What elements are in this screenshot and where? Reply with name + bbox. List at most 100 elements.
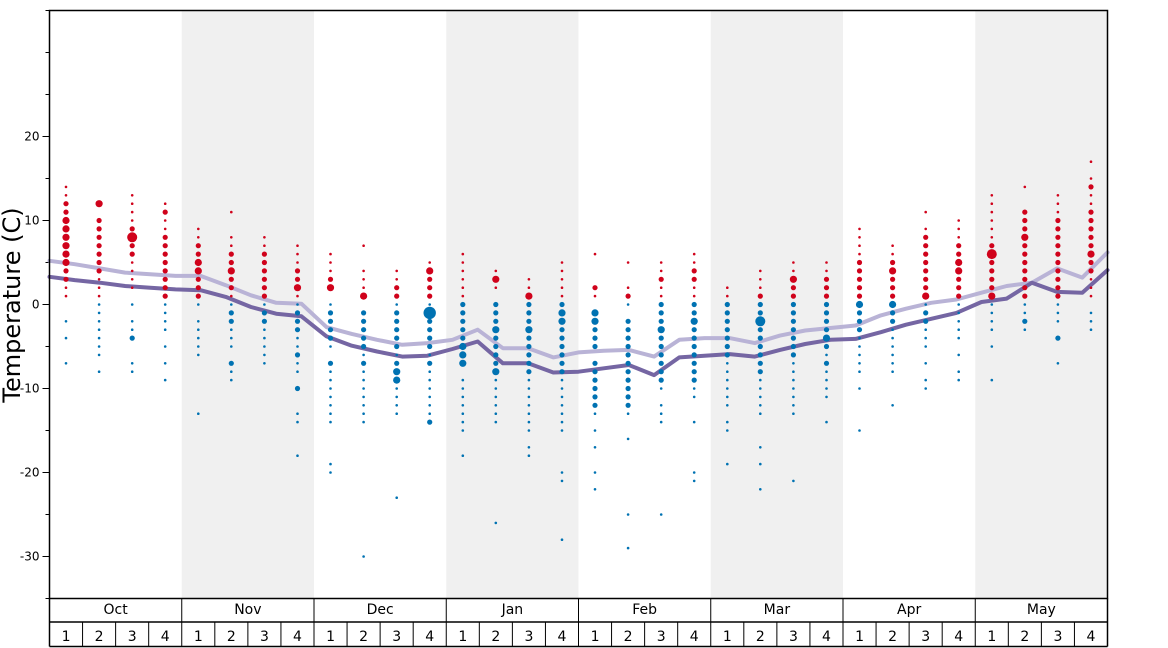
cold-dot (327, 360, 334, 366)
cold-dot (625, 335, 631, 341)
cold-dot (263, 345, 266, 348)
month-label: Oct (104, 602, 129, 618)
cold-dot (527, 412, 531, 416)
week-label: 1 (326, 629, 335, 645)
cold-dot (593, 412, 597, 416)
warm-dot (162, 251, 168, 257)
cold-dot (691, 327, 697, 333)
week-label: 2 (227, 629, 236, 645)
cold-dot (858, 353, 861, 357)
cold-dot (726, 370, 729, 374)
cold-dot (230, 328, 233, 332)
cold-dot (659, 404, 663, 407)
cold-dot (759, 378, 762, 382)
cold-dot (891, 370, 894, 374)
warm-dot (560, 278, 564, 281)
warm-dot (228, 285, 234, 291)
cold-dot (394, 310, 400, 316)
cold-dot (361, 327, 367, 333)
cold-dot (891, 336, 894, 340)
warm-dot (825, 269, 828, 273)
warm-dot (96, 243, 102, 249)
week-label: 2 (95, 629, 104, 645)
cold-dot (493, 301, 499, 308)
warm-dot (989, 268, 995, 274)
cold-dot (527, 404, 531, 407)
cold-dot (923, 310, 929, 316)
cold-dot (825, 395, 828, 399)
cold-dot (97, 320, 101, 323)
month-label: Nov (234, 602, 261, 618)
warm-dot (856, 276, 863, 282)
warm-dot (1088, 184, 1094, 190)
cold-dot (362, 420, 365, 424)
cold-dot (790, 318, 797, 324)
warm-dot (194, 258, 202, 267)
warm-dot (62, 225, 70, 233)
warm-dot (691, 276, 697, 282)
cold-dot (329, 471, 332, 474)
warm-dot (228, 251, 234, 257)
x-axis: Oct 1 2 3 4 Nov 1 2 3 4 Dec 1 2 3 4 Jan 1 2 3 4 Feb 1 2 3 4 Mar 1 2… (48, 598, 1109, 648)
cold-dot (460, 310, 466, 316)
cold-dot (197, 336, 200, 340)
cold-dot (461, 387, 465, 390)
warm-dot (394, 293, 400, 299)
cold-dot (591, 317, 599, 325)
cold-dot (362, 404, 365, 407)
warm-dot (162, 209, 168, 215)
warm-dot (62, 233, 70, 241)
cold-dot (592, 377, 598, 383)
cold-dot (690, 317, 698, 325)
cold-dot (625, 394, 631, 400)
week-label: 3 (392, 629, 401, 645)
warm-dot (1022, 243, 1028, 249)
warm-dot (97, 278, 101, 281)
cold-dot (427, 327, 433, 333)
warm-dot (130, 219, 134, 222)
cold-dot (1023, 328, 1027, 332)
cold-dot (427, 318, 433, 324)
warm-dot (130, 202, 134, 205)
warm-dot (986, 249, 997, 260)
warm-dot (560, 269, 564, 273)
cold-dot (823, 360, 830, 366)
cold-dot (691, 377, 697, 383)
cold-dot (790, 301, 797, 308)
week-label: 2 (624, 629, 633, 645)
cold-dot (924, 336, 927, 340)
warm-dot (1088, 217, 1094, 224)
week-label: 2 (491, 629, 500, 645)
cold-dot (724, 327, 730, 333)
warm-dot (726, 286, 729, 290)
cold-dot (957, 328, 960, 332)
warm-dot (823, 276, 830, 282)
warm-dot (230, 210, 233, 214)
warm-dot (362, 278, 365, 281)
cold-dot (825, 420, 828, 424)
warm-dot (162, 276, 168, 282)
cold-dot (726, 395, 729, 399)
cold-dot (329, 404, 332, 407)
cold-dot (428, 395, 432, 399)
cold-dot (527, 395, 531, 399)
cold-dot (361, 360, 367, 366)
y-tick-label: -10 (20, 382, 40, 396)
cold-dot (395, 412, 399, 416)
cold-dot (362, 387, 365, 390)
warm-dot (923, 285, 929, 291)
cold-dot (790, 352, 797, 358)
cold-dot (362, 353, 365, 357)
cold-dot (329, 345, 332, 348)
cold-dot (957, 311, 960, 315)
warm-dot (1022, 259, 1028, 266)
cold-dot (494, 395, 498, 399)
warm-dot (461, 294, 465, 298)
warm-dot (327, 276, 334, 282)
warm-dot (957, 236, 960, 239)
warm-dot (1055, 251, 1061, 257)
warm-dot (62, 242, 70, 250)
cold-dot (494, 404, 498, 407)
cold-dot (855, 300, 864, 309)
warm-dot (759, 278, 762, 281)
